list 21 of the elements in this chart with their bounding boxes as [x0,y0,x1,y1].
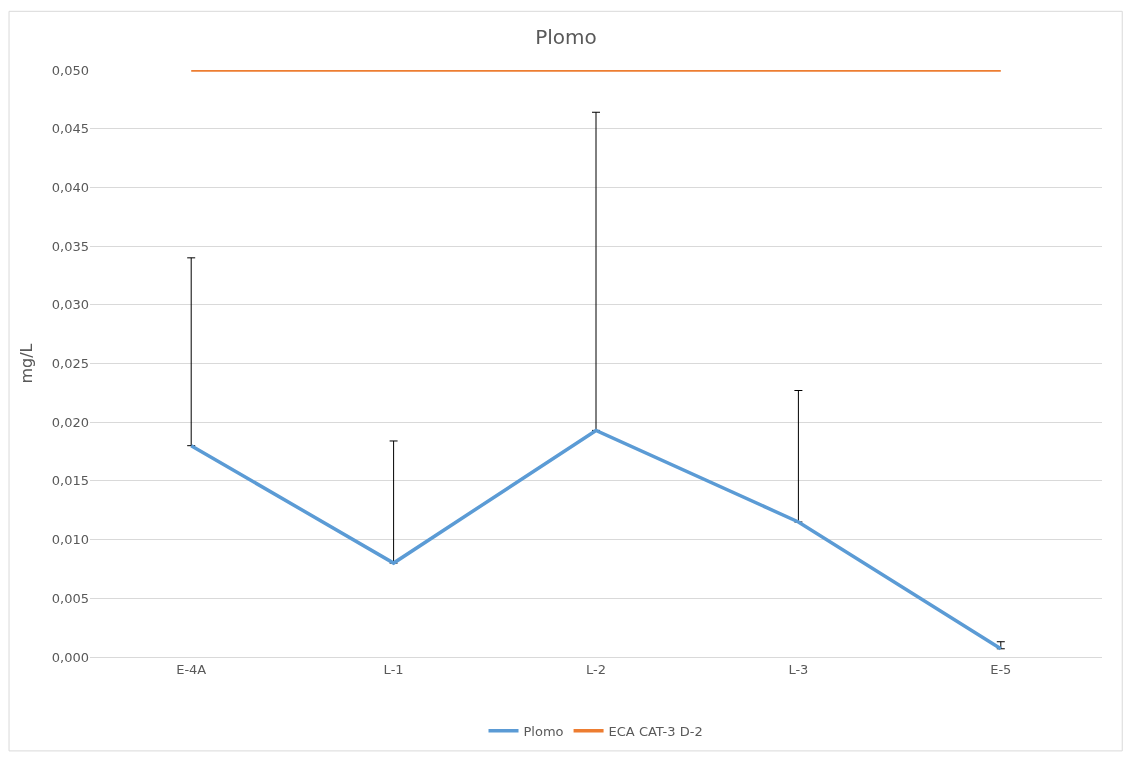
y-tick-label: 0,030 [51,297,89,313]
y-tick-label: 0,025 [51,356,89,372]
y-tick-label: 0,015 [51,473,89,489]
x-tick-label: L-2 [586,661,606,677]
y-tick-label: 0,045 [51,121,89,137]
x-tick-label: L-3 [788,661,809,677]
legend-label: Plomo [523,723,564,739]
y-tick-label: 0,010 [51,532,89,548]
y-axis-title: mg/L [16,343,36,384]
y-tick-label: 0,035 [51,238,89,254]
y-tick-label: 0,020 [51,414,89,430]
x-tick-label: E-5 [990,661,1012,677]
x-tick-label: E-4A [176,661,207,677]
chart-title: Plomo [535,25,597,50]
y-tick-label: 0,005 [51,590,89,606]
line-series [189,428,1003,651]
y-tick-label: 0,040 [51,179,89,195]
legend-label: ECA CAT-3 D-2 [608,723,703,739]
x-tick-label: L-1 [383,661,404,677]
y-tick-label: 0,050 [51,62,89,78]
y-tick-label: 0,000 [51,649,89,665]
